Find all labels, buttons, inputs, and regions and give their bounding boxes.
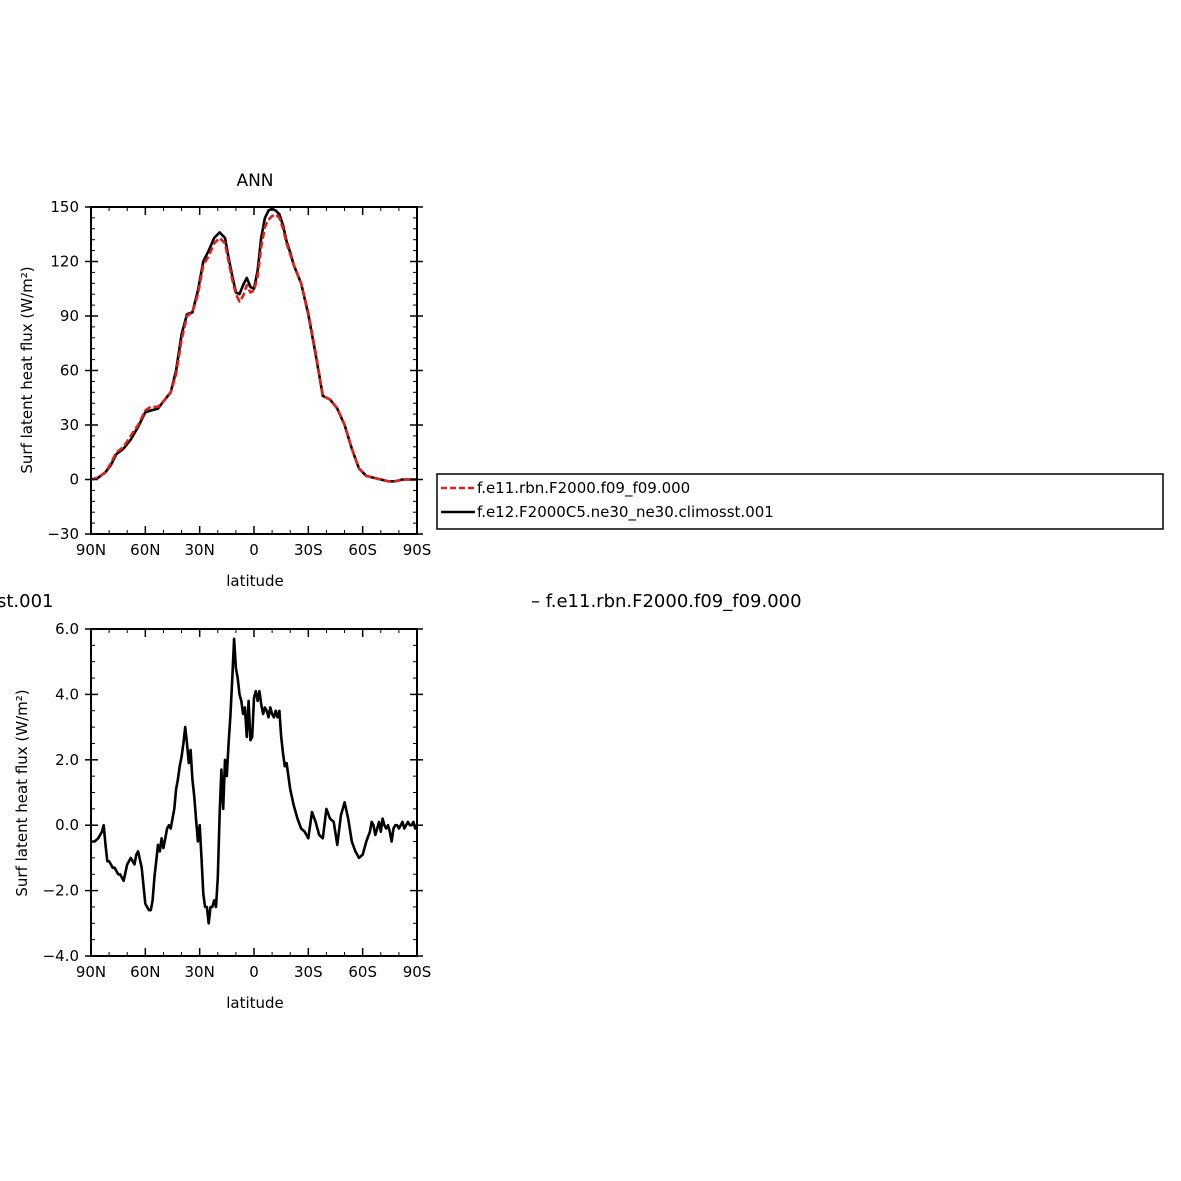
- bottom-x-tick-label: 30N: [185, 963, 215, 981]
- bottom-x-tick-label: 0: [249, 963, 259, 981]
- top-y-tick-label: 0: [69, 471, 79, 489]
- top-x-tick-label: 90S: [403, 541, 432, 559]
- top-series-group: [90, 207, 417, 483]
- legend: f.e11.rbn.F2000.f09_f09.000 f.e12.F2000C…: [436, 473, 1164, 530]
- bottom-series-group: [91, 637, 419, 925]
- top-x-tick-label: 90N: [76, 541, 106, 559]
- difference-header-right: – f.e11.rbn.F2000.f09_f09.000: [531, 591, 802, 612]
- bottom-y-tick-label: 6.0: [55, 620, 79, 638]
- top-series-line-1: [90, 207, 417, 483]
- top-y-tick-label: −30: [47, 525, 79, 543]
- legend-label-model-b: f.e12.F2000C5.ne30_ne30.climosst.001: [477, 503, 774, 522]
- bottom-y-tick-label: 4.0: [55, 685, 79, 703]
- top-y-axis-title: Surf latent heat flux (W/m²): [18, 266, 36, 473]
- top-y-tick-label: 90: [60, 307, 79, 325]
- top-y-tick-label: 60: [60, 362, 79, 380]
- top-y-tick-label: 150: [50, 198, 79, 216]
- top-x-tick-label: 30S: [294, 541, 323, 559]
- top-x-axis-title: latitude: [226, 572, 284, 590]
- bottom-x-axis-title: latitude: [226, 994, 284, 1012]
- bottom-series-line-0: [91, 637, 419, 925]
- bottom-x-tick-label: 60N: [130, 963, 160, 981]
- bottom-y-axis-title: Surf latent heat flux (W/m²): [13, 689, 31, 896]
- bottom-x-tick-label: 90N: [76, 963, 106, 981]
- top-y-tick-label: 120: [50, 253, 79, 271]
- top-x-tick-label: 60N: [130, 541, 160, 559]
- top-plot-frame: [90, 206, 418, 535]
- bottom-x-tick-label: 60S: [348, 963, 377, 981]
- top-plot: ANN 90N 60N 30N 0 30S 60S 90S−300306090120150 …: [18, 171, 431, 590]
- top-x-tick-label: 0: [249, 541, 259, 559]
- legend-label-model-a: f.e11.rbn.F2000.f09_f09.000: [477, 479, 690, 498]
- plot-title: ANN: [236, 171, 273, 191]
- difference-header-left: st.001: [0, 591, 54, 612]
- legend-box: [436, 473, 1164, 530]
- bottom-y-tick-label: −2.0: [43, 882, 79, 900]
- bottom-plot: 90N 60N 30N 0 30S 60S 90S−4.0−2.00.02.04.06.0 …: [13, 620, 431, 1012]
- bottom-y-tick-label: −4.0: [43, 947, 79, 965]
- bottom-y-tick-label: 2.0: [55, 751, 79, 769]
- top-y-tick-label: 30: [60, 416, 79, 434]
- bottom-x-tick-label: 90S: [403, 963, 432, 981]
- top-x-tick-label: 30N: [185, 541, 215, 559]
- top-ticks-group: 90N 60N 30N 0 30S 60S 90S −30 0 30 60 90 120 150: [47, 198, 431, 559]
- bottom-x-tick-label: 30S: [294, 963, 323, 981]
- bottom-plot-frame: [90, 628, 418, 957]
- bottom-y-tick-label: 0.0: [55, 816, 79, 834]
- top-x-tick-label: 60S: [348, 541, 377, 559]
- bottom-ticks-group: 90N 60N 30N 0 30S 60S 90S −4.0 −2.0 0.0 2.0 4.0 6.0: [43, 620, 432, 981]
- top-series-line-0: [90, 213, 417, 483]
